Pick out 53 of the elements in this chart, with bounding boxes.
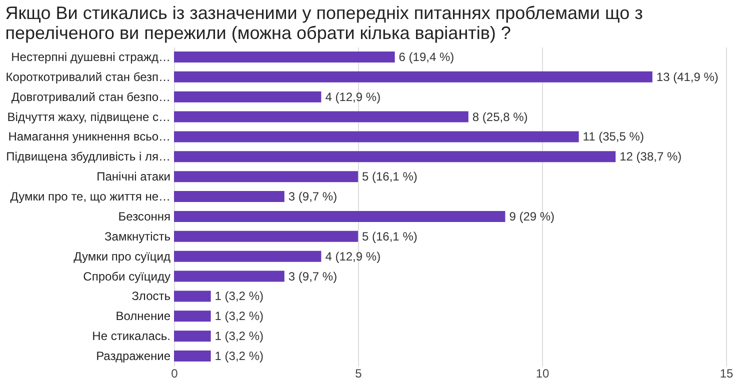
bar [174, 330, 211, 342]
bar [174, 151, 616, 162]
bar [174, 51, 395, 62]
data-label: 5 (16,1 %) [362, 229, 418, 244]
data-label: 11 (35,5 %) [582, 130, 644, 144]
y-tick-label: Волнение [116, 309, 171, 324]
y-tick-label: Короткотривалий стан безп… [6, 70, 170, 84]
y-tick-label: Замкнутість [104, 229, 170, 244]
data-label: 13 (41,9 %) [656, 70, 718, 84]
data-label: 1 (3,2 %) [214, 289, 264, 304]
x-tick-label: 0 [171, 366, 178, 380]
y-tick-label: Намагання уникнення всьо… [8, 130, 170, 144]
x-tick-label: 15 [720, 366, 734, 380]
y-tick-label: Довготривалий стан безпо… [11, 90, 170, 104]
data-label: 1 (3,2 %) [214, 329, 264, 344]
data-label: 9 (29 %) [509, 209, 555, 224]
y-tick-label: Панічні атаки [96, 170, 170, 184]
bar [174, 91, 322, 102]
data-label: 1 (3,2 %) [214, 309, 264, 324]
x-tick-label: 5 [355, 366, 362, 380]
data-label: 4 (12,9 %) [325, 249, 381, 264]
y-tick-label: Відчуття жаху, підвищене с… [7, 110, 170, 124]
bar [174, 290, 211, 302]
y-tick-label: Підвищена збудливість і ля… [6, 150, 170, 164]
bar [174, 250, 322, 262]
bar [174, 131, 579, 142]
bar [174, 71, 652, 82]
data-label: 4 (12,9 %) [325, 90, 381, 104]
y-tick-label: Нестерпні душевні стражд… [11, 50, 170, 64]
data-label: 3 (9,7 %) [288, 269, 338, 284]
bar [174, 270, 284, 282]
bar [174, 111, 468, 122]
bar [174, 171, 358, 182]
y-tick-label: Раздражение [96, 349, 171, 364]
bar [174, 350, 211, 362]
data-label: 6 (19,4 %) [398, 50, 454, 64]
y-tick-label: Безсоння [118, 209, 170, 224]
x-tick-label: 10 [536, 366, 550, 380]
data-label: 8 (25,8 %) [472, 110, 528, 124]
data-label: 1 (3,2 %) [214, 349, 264, 364]
data-label: 3 (9,7 %) [288, 190, 338, 204]
bar [174, 310, 211, 322]
bar [174, 230, 358, 242]
y-tick-label: Думки про те, що життя не… [10, 190, 170, 204]
y-tick-label: Злость [132, 289, 170, 304]
data-label: 5 (16,1 %) [362, 170, 418, 184]
chart-title: Якщо Ви стикались із зазначеними у попередніх питаннях проблемами що з переліченого ви пережили (можна обрати кілька варіантів) ? [5, 3, 643, 43]
y-tick-label: Думки про суїцид [74, 249, 170, 264]
data-label: 12 (38,7 %) [620, 150, 682, 164]
y-tick-label: Спроби суїциду [83, 269, 170, 284]
y-tick-label: Не стикалась. [92, 329, 170, 344]
bar [174, 210, 506, 222]
bar [174, 191, 284, 202]
